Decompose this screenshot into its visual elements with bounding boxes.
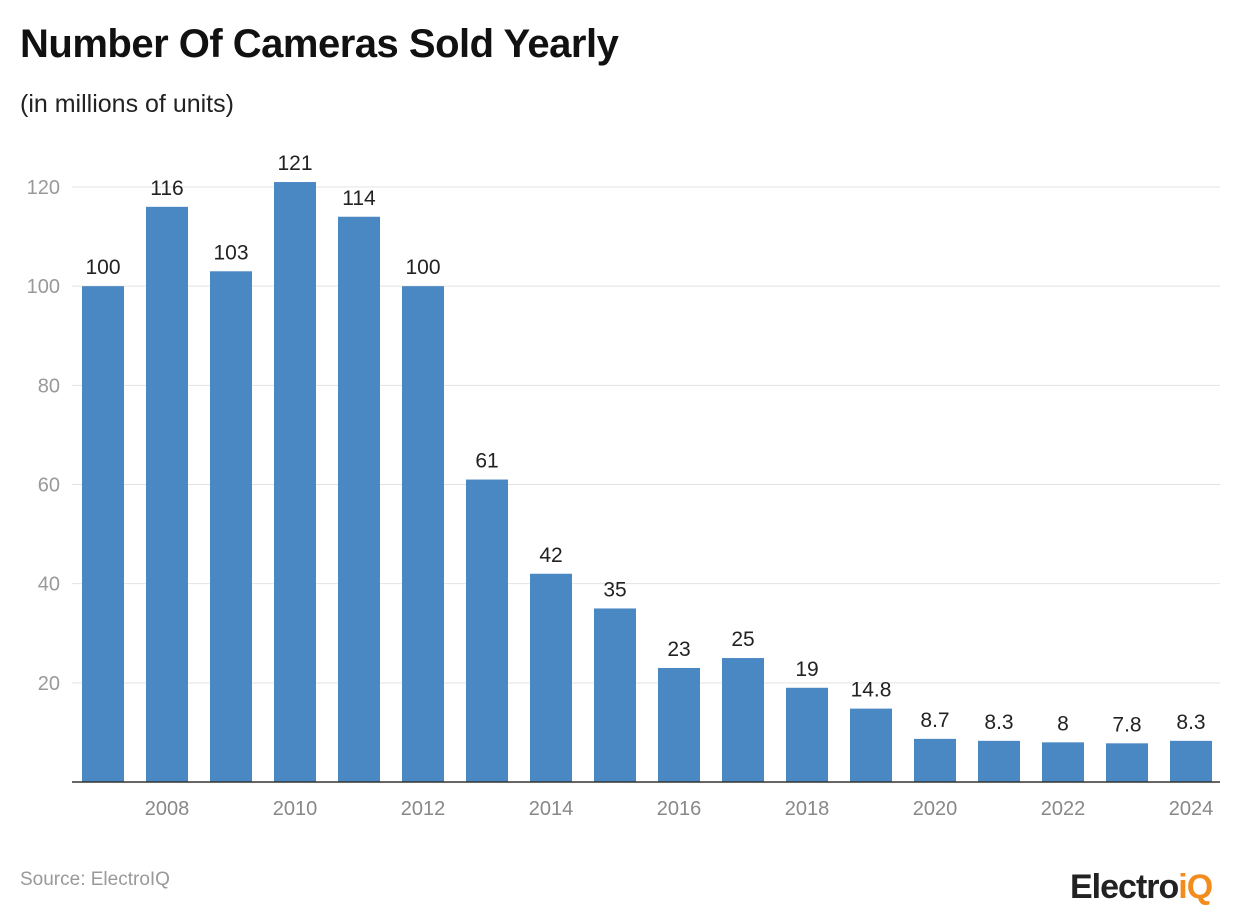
data-label: 114 — [342, 187, 376, 210]
x-tick-label: 2024 — [1169, 798, 1214, 820]
bar-2021 — [978, 740, 1020, 782]
bar-2007 — [82, 286, 124, 782]
data-label: 8.3 — [1176, 711, 1205, 734]
bar-2011 — [338, 216, 380, 782]
x-tick-label: 2022 — [1041, 798, 1086, 820]
bar-2009 — [210, 271, 252, 782]
bar-2008 — [146, 206, 188, 783]
x-tick-label: 2010 — [273, 798, 318, 820]
bar-2010 — [274, 182, 316, 782]
data-label: 8.3 — [984, 711, 1013, 734]
y-tick-label: 80 — [38, 375, 60, 397]
x-tick-label: 2012 — [401, 798, 446, 820]
data-label: 7.8 — [1112, 713, 1141, 736]
data-label: 35 — [603, 578, 626, 601]
data-label: 116 — [150, 177, 183, 200]
data-label: 8.7 — [920, 709, 949, 732]
electroiq-logo: ElectroiQ — [1070, 868, 1213, 906]
y-tick-label: 120 — [27, 177, 60, 199]
data-label: 14.8 — [851, 679, 892, 702]
x-tick-label: 2016 — [657, 798, 702, 820]
bar-2023 — [1106, 743, 1148, 782]
bar-2013 — [466, 479, 508, 782]
bar-2012 — [402, 286, 444, 782]
data-label: 100 — [85, 256, 120, 279]
x-tick-label: 2014 — [529, 798, 574, 820]
y-tick-label: 20 — [38, 673, 60, 695]
y-tick-label: 100 — [27, 276, 60, 298]
bar-2015 — [594, 608, 636, 782]
data-label: 25 — [731, 628, 754, 651]
source-note: Source: ElectroIQ — [20, 869, 170, 890]
data-label: 42 — [539, 544, 562, 567]
bar-2016 — [658, 667, 700, 782]
bar-2014 — [530, 573, 572, 782]
bar-2024 — [1170, 740, 1212, 782]
data-label: 121 — [277, 152, 312, 175]
data-label: 23 — [667, 638, 690, 661]
x-tick-label: 2018 — [785, 798, 830, 820]
bar-2018 — [786, 687, 828, 782]
y-tick-label: 60 — [38, 475, 60, 497]
data-label: 8 — [1057, 712, 1069, 735]
chart-title: Number Of Cameras Sold Yearly — [20, 22, 619, 66]
bar-2017 — [722, 658, 764, 782]
data-label: 61 — [475, 450, 498, 473]
x-tick-label: 2008 — [145, 798, 190, 820]
chart-subtitle: (in millions of units) — [20, 90, 234, 118]
y-tick-label: 40 — [38, 574, 60, 596]
data-label: 100 — [405, 256, 440, 279]
bar-2020 — [914, 738, 956, 782]
bar-2022 — [1042, 742, 1084, 782]
bar-2019 — [850, 708, 892, 782]
x-tick-label: 2020 — [913, 798, 958, 820]
data-label: 19 — [795, 658, 818, 681]
data-label: 103 — [213, 241, 248, 264]
